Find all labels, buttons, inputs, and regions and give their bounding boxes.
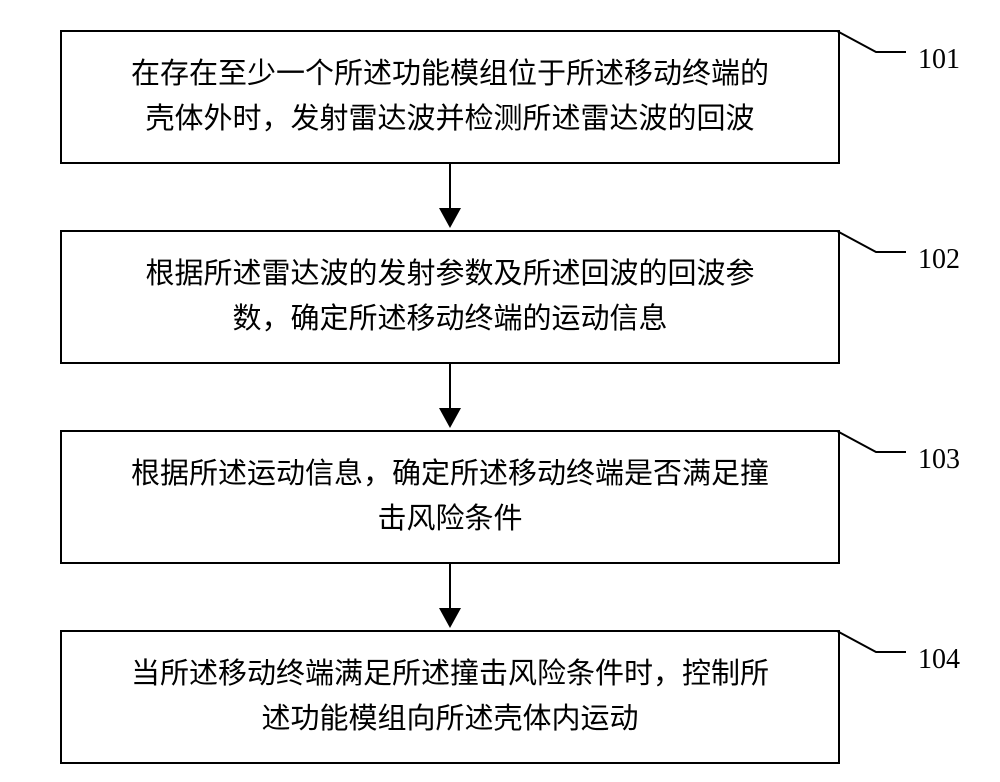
lead-line-104 xyxy=(836,630,906,660)
flow-step-101: 在存在至少一个所述功能模组位于所述移动终端的 壳体外时，发射雷达波并检测所述雷达… xyxy=(60,30,840,164)
step-104-line1: 当所述移动终端满足所述撞击风险条件时，控制所 xyxy=(131,658,769,690)
step-103-line2: 击风险条件 xyxy=(377,503,522,535)
flow-step-102: 根据所述雷达波的发射参数及所述回波的回波参 数，确定所述移动终端的运动信息 10… xyxy=(60,230,840,364)
step-102-line1: 根据所述雷达波的发射参数及所述回波的回波参 xyxy=(145,258,754,290)
step-label-103: 103 xyxy=(918,438,960,481)
step-101-line1: 在存在至少一个所述功能模组位于所述移动终端的 xyxy=(131,58,769,90)
step-102-line2: 数，确定所述移动终端的运动信息 xyxy=(232,303,667,335)
arrow-103-to-104 xyxy=(60,564,840,630)
flowchart-container: 在存在至少一个所述功能模组位于所述移动终端的 壳体外时，发射雷达波并检测所述雷达… xyxy=(60,30,940,764)
lead-line-103 xyxy=(836,430,906,460)
arrow-101-to-102 xyxy=(60,164,840,230)
lead-line-101 xyxy=(836,30,906,60)
step-101-line2: 壳体外时，发射雷达波并检测所述雷达波的回波 xyxy=(145,103,754,135)
step-label-104: 104 xyxy=(918,638,960,681)
flow-step-104: 当所述移动终端满足所述撞击风险条件时，控制所 述功能模组向所述壳体内运动 104 xyxy=(60,630,840,764)
step-104-line2: 述功能模组向所述壳体内运动 xyxy=(261,703,638,735)
step-103-line1: 根据所述运动信息，确定所述移动终端是否满足撞 xyxy=(131,458,769,490)
step-label-102: 102 xyxy=(918,238,960,281)
arrow-102-to-103 xyxy=(60,364,840,430)
lead-line-102 xyxy=(836,230,906,260)
step-label-101: 101 xyxy=(918,38,960,81)
flow-step-103: 根据所述运动信息，确定所述移动终端是否满足撞 击风险条件 103 xyxy=(60,430,840,564)
